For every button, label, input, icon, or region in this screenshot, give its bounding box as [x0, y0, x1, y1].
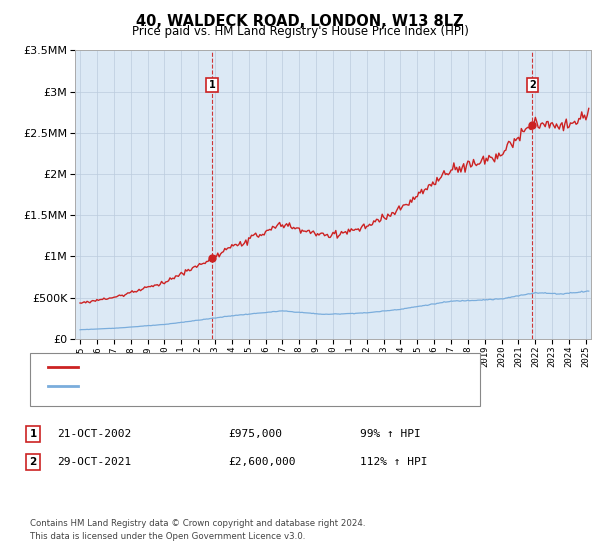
Text: £2,600,000: £2,600,000 [228, 457, 296, 467]
Text: 1: 1 [29, 429, 37, 439]
Text: £975,000: £975,000 [228, 429, 282, 439]
Text: 2: 2 [29, 457, 37, 467]
Text: Price paid vs. HM Land Registry's House Price Index (HPI): Price paid vs. HM Land Registry's House … [131, 25, 469, 38]
Text: 29-OCT-2021: 29-OCT-2021 [57, 457, 131, 467]
Text: 40, WALDECK ROAD, LONDON, W13 8LZ: 40, WALDECK ROAD, LONDON, W13 8LZ [136, 14, 464, 29]
Text: HPI: Average price, detached house, Ealing: HPI: Average price, detached house, Eali… [87, 381, 323, 391]
Text: 40, WALDECK ROAD, LONDON, W13 8LZ (detached house): 40, WALDECK ROAD, LONDON, W13 8LZ (detac… [87, 362, 407, 372]
Text: 2: 2 [529, 80, 536, 90]
Text: This data is licensed under the Open Government Licence v3.0.: This data is licensed under the Open Gov… [30, 532, 305, 541]
Text: Contains HM Land Registry data © Crown copyright and database right 2024.: Contains HM Land Registry data © Crown c… [30, 519, 365, 528]
Text: 99% ↑ HPI: 99% ↑ HPI [360, 429, 421, 439]
Text: 1: 1 [209, 80, 215, 90]
Text: 21-OCT-2002: 21-OCT-2002 [57, 429, 131, 439]
Text: 112% ↑ HPI: 112% ↑ HPI [360, 457, 427, 467]
